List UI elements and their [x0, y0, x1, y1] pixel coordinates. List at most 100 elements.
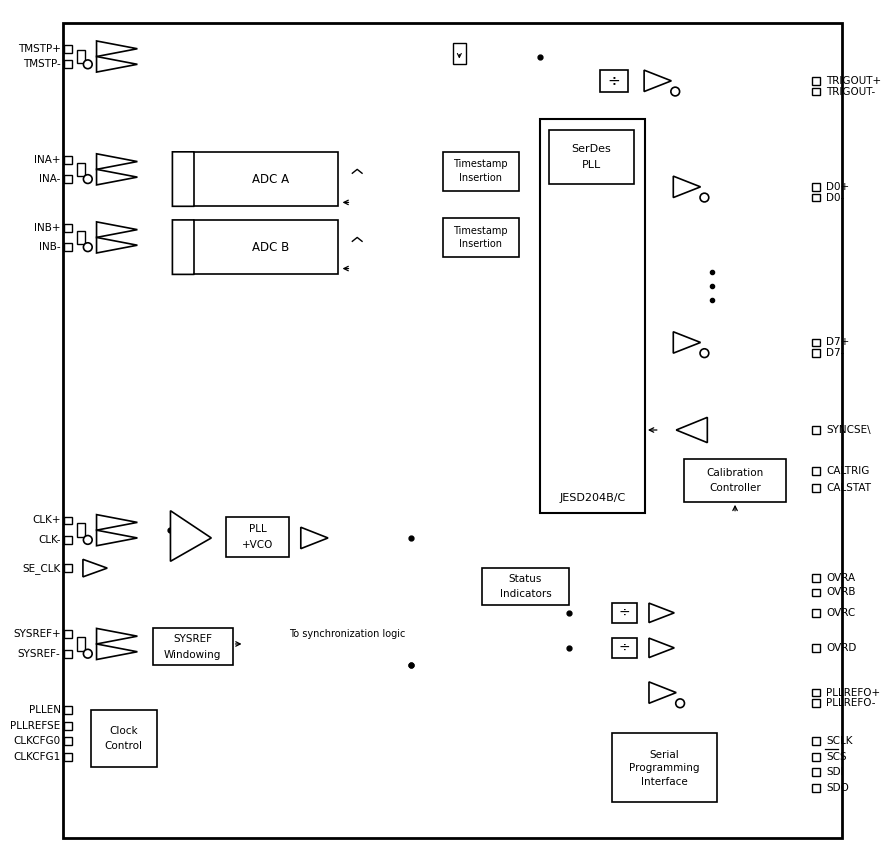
Circle shape: [671, 87, 680, 96]
Text: +VCO: +VCO: [242, 540, 273, 550]
Bar: [64, 224, 72, 231]
Polygon shape: [676, 417, 708, 443]
Bar: [64, 737, 72, 745]
Text: SCS: SCS: [826, 752, 846, 762]
Text: SYSREF: SYSREF: [174, 634, 213, 644]
Bar: [813, 752, 821, 761]
Text: CALTRIG: CALTRIG: [826, 466, 870, 476]
Bar: [813, 183, 821, 191]
Text: SYSREF-: SYSREF-: [18, 648, 61, 659]
Polygon shape: [644, 71, 671, 91]
Bar: [63, 23, 842, 838]
Text: Insertion: Insertion: [459, 173, 502, 183]
Polygon shape: [649, 682, 676, 703]
Text: SDO: SDO: [826, 783, 849, 793]
Polygon shape: [171, 511, 211, 562]
Bar: [194, 152, 337, 206]
Bar: [549, 131, 635, 184]
Bar: [443, 152, 519, 191]
Bar: [813, 784, 821, 792]
Bar: [813, 349, 821, 357]
Text: D7+: D7+: [826, 337, 849, 347]
Bar: [64, 630, 72, 638]
Bar: [64, 706, 72, 714]
Text: SE_CLK: SE_CLK: [22, 562, 61, 574]
Bar: [813, 467, 821, 475]
Text: PLLREFSE: PLLREFSE: [11, 721, 61, 731]
Text: OVRC: OVRC: [826, 608, 855, 617]
Circle shape: [84, 175, 93, 183]
Text: CLK-: CLK-: [38, 535, 61, 545]
Bar: [153, 629, 232, 666]
Text: CLK+: CLK+: [32, 515, 61, 525]
Polygon shape: [173, 220, 208, 274]
Text: SYNCSE\: SYNCSE\: [826, 425, 870, 435]
Bar: [813, 689, 821, 697]
Bar: [612, 603, 637, 623]
Bar: [77, 637, 85, 651]
Text: TRIGOUT-: TRIGOUT-: [826, 87, 875, 96]
Text: PLL: PLL: [582, 160, 602, 170]
Bar: [64, 650, 72, 658]
Circle shape: [84, 60, 93, 69]
Text: To synchronization logic: To synchronization logic: [289, 630, 406, 639]
Bar: [540, 119, 645, 513]
Text: OVRD: OVRD: [826, 643, 856, 653]
Text: SDI: SDI: [826, 767, 844, 777]
Bar: [601, 71, 627, 91]
Bar: [684, 459, 786, 502]
Bar: [813, 194, 821, 201]
Bar: [813, 609, 821, 617]
Text: Indicators: Indicators: [499, 589, 551, 599]
Bar: [481, 568, 570, 605]
Bar: [64, 175, 72, 183]
Polygon shape: [674, 176, 700, 198]
Text: Windowing: Windowing: [164, 649, 222, 660]
Bar: [813, 644, 821, 652]
Bar: [612, 734, 717, 802]
Polygon shape: [96, 644, 137, 660]
Text: Serial: Serial: [650, 750, 679, 760]
Bar: [443, 218, 519, 257]
Polygon shape: [83, 559, 107, 577]
Polygon shape: [96, 41, 137, 57]
Bar: [813, 426, 821, 434]
Text: SCLK: SCLK: [826, 736, 853, 746]
Text: INB+: INB+: [34, 223, 61, 233]
Text: TMSTP-: TMSTP-: [23, 59, 61, 70]
Text: Timestamp: Timestamp: [453, 225, 508, 236]
Text: Control: Control: [105, 741, 142, 751]
Text: ÷: ÷: [619, 605, 630, 620]
Text: Interface: Interface: [641, 777, 688, 787]
Text: ADC A: ADC A: [252, 173, 289, 186]
Bar: [64, 722, 72, 729]
Text: PLLREFO-: PLLREFO-: [826, 698, 876, 709]
Bar: [64, 564, 72, 572]
Polygon shape: [96, 237, 137, 253]
Text: D7-: D7-: [826, 348, 845, 358]
Bar: [77, 50, 85, 63]
Text: Calibration: Calibration: [707, 468, 764, 478]
Text: Timestamp: Timestamp: [453, 159, 508, 169]
Bar: [77, 230, 85, 244]
Circle shape: [700, 194, 708, 202]
Polygon shape: [96, 514, 137, 530]
Bar: [77, 163, 85, 176]
Text: CLKCFG0: CLKCFG0: [13, 736, 61, 746]
Polygon shape: [301, 527, 328, 549]
Bar: [64, 243, 72, 251]
Bar: [64, 156, 72, 163]
Bar: [813, 737, 821, 745]
Bar: [813, 769, 821, 777]
Text: PLLREFO+: PLLREFO+: [826, 688, 880, 697]
Bar: [813, 339, 821, 347]
Text: INA-: INA-: [39, 174, 61, 184]
Text: D0+: D0+: [826, 181, 849, 192]
Text: ÷: ÷: [608, 73, 620, 89]
Bar: [813, 88, 821, 95]
Text: SYSREF+: SYSREF+: [13, 630, 61, 639]
Bar: [77, 524, 85, 537]
Polygon shape: [96, 169, 137, 185]
Text: JESD204B/C: JESD204B/C: [560, 493, 626, 503]
Bar: [452, 43, 466, 64]
